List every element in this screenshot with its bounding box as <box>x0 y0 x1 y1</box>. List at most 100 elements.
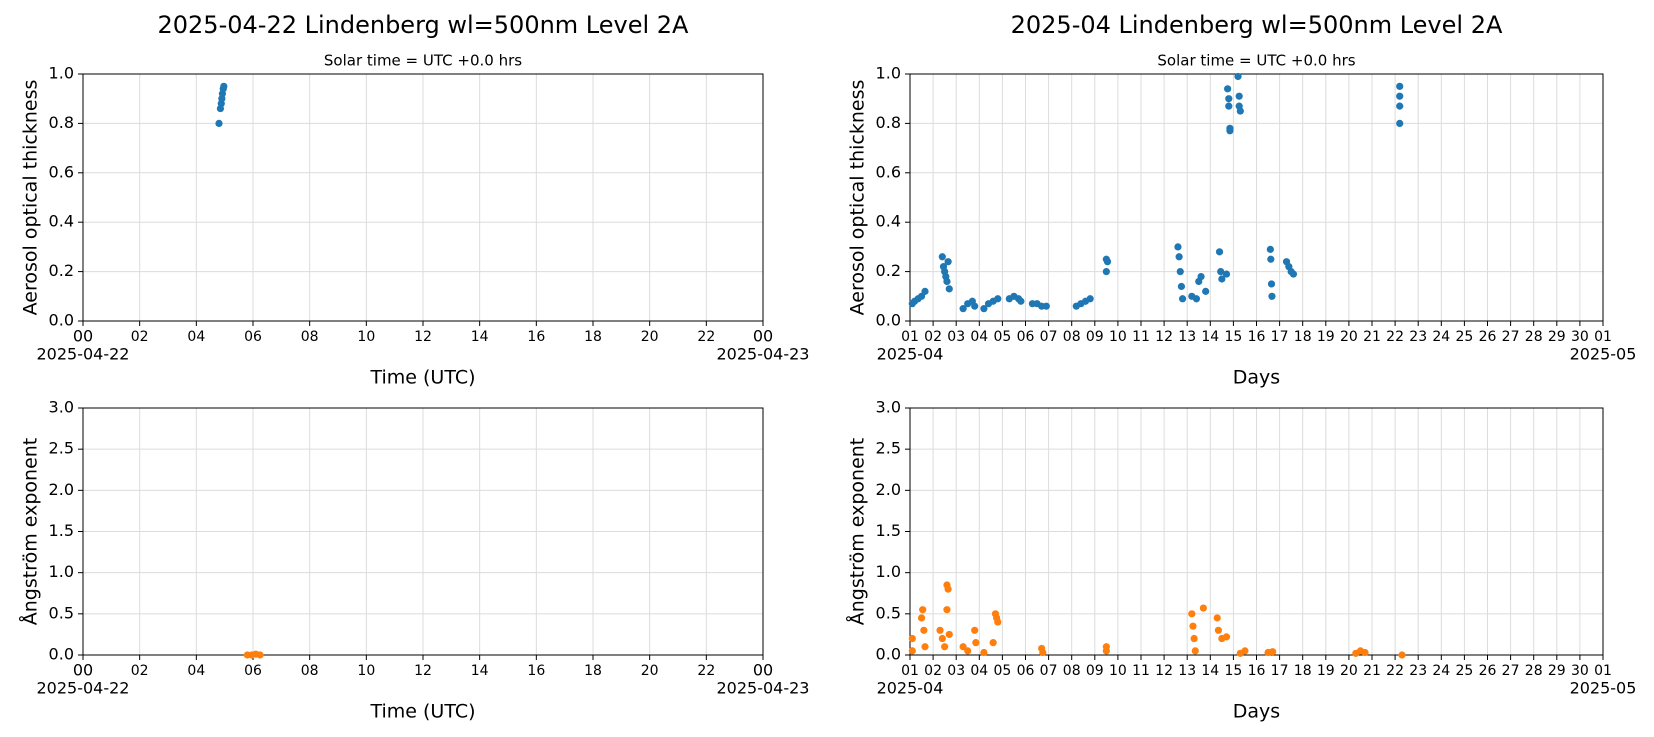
x-tick-label: 22 <box>1386 663 1404 679</box>
point <box>1222 270 1231 278</box>
x-tick-label: 26 <box>1479 329 1497 345</box>
point <box>989 639 997 647</box>
point <box>944 585 952 593</box>
x-tick-label: 23 <box>1409 329 1427 345</box>
x-tick-label: 18 <box>584 663 602 679</box>
y-tick-label: 3.0 <box>49 398 74 417</box>
x-tick-label: 03 <box>947 663 965 679</box>
point <box>1199 604 1207 612</box>
x-tick-label: 22 <box>1386 329 1404 345</box>
point <box>908 647 916 655</box>
x-tick-label: 08 <box>301 329 319 345</box>
point <box>1266 245 1274 253</box>
plot-frame <box>909 407 1604 656</box>
point <box>1222 633 1231 641</box>
x-tick-label: 01 <box>901 329 919 345</box>
x-tick-label: 20 <box>1340 663 1358 679</box>
x-tick-label: 00 <box>73 327 93 346</box>
x-tick-label: 18 <box>1294 663 1312 679</box>
y-tick-label: 0.8 <box>49 113 74 132</box>
x-tick-label: 06 <box>1017 329 1035 345</box>
y-tick-label: 0.2 <box>876 261 901 280</box>
x-tick-label: 06 <box>244 663 262 679</box>
x-tick-label: 21 <box>1363 663 1381 679</box>
x-tick-label: 19 <box>1317 329 1335 345</box>
y-tick-label: 1.0 <box>876 562 901 581</box>
x-date-label: 2025-04-22 <box>37 345 130 364</box>
point <box>1217 268 1225 276</box>
point <box>941 643 949 651</box>
x-tick-label: 23 <box>1409 663 1427 679</box>
point <box>1241 647 1249 655</box>
x-tick-label: 17 <box>1271 663 1289 679</box>
point <box>944 258 952 266</box>
x-tick-label: 08 <box>301 663 319 679</box>
x-tick-label: 02 <box>131 329 149 345</box>
y-tick-label: 3.0 <box>876 398 901 417</box>
point <box>1268 292 1276 300</box>
x-tick-label: 19 <box>1317 663 1335 679</box>
point <box>943 606 951 614</box>
x-tick-label: 15 <box>1224 329 1242 345</box>
point <box>1225 95 1233 103</box>
x-tick-label: 25 <box>1455 329 1473 345</box>
x-tick-label: 16 <box>1248 663 1266 679</box>
x-date-label: 2025-04-23 <box>717 345 810 364</box>
point <box>1226 127 1234 135</box>
point <box>1175 253 1183 261</box>
point <box>1218 275 1226 283</box>
x-tick-label: 05 <box>993 663 1011 679</box>
x-tick-label: 04 <box>970 663 988 679</box>
point <box>945 630 953 639</box>
point <box>1103 258 1112 266</box>
point <box>1396 119 1404 127</box>
x-tick-label: 26 <box>1479 663 1497 679</box>
x-tick-label: 01 <box>1594 663 1612 679</box>
point <box>1213 614 1221 622</box>
point <box>215 119 223 127</box>
point <box>1042 302 1050 310</box>
point <box>1188 610 1196 618</box>
point <box>980 648 988 657</box>
y-tick-label: 1.0 <box>49 562 74 581</box>
x-tick-label: 18 <box>584 329 602 345</box>
point <box>1289 270 1298 278</box>
x-tick-label: 10 <box>357 329 375 345</box>
point <box>1396 82 1404 90</box>
x-tick-label: 21 <box>1363 329 1381 345</box>
x-tick-label: 03 <box>947 329 965 345</box>
x-tick-label: 12 <box>1155 663 1173 679</box>
point <box>1190 634 1198 643</box>
point <box>943 277 951 286</box>
x-axis-label: Days <box>1233 701 1280 723</box>
point <box>1396 92 1404 100</box>
x-tick-label: 13 <box>1178 663 1196 679</box>
point <box>1039 648 1047 657</box>
y-tick-label: 1.5 <box>49 521 74 540</box>
point <box>1191 647 1199 655</box>
x-tick-label: 29 <box>1548 663 1566 679</box>
y-tick-label: 0.0 <box>876 645 901 664</box>
point <box>1178 295 1187 303</box>
point <box>1236 107 1244 115</box>
y-tick-label: 0.8 <box>876 113 901 132</box>
x-tick-label: 11 <box>1132 663 1150 679</box>
x-tick-label: 12 <box>1155 329 1173 345</box>
x-tick-label: 10 <box>357 663 375 679</box>
x-tick-label: 07 <box>1040 663 1058 679</box>
point <box>1215 248 1224 256</box>
x-axis-label: Time (UTC) <box>369 701 475 723</box>
x-tick-label: 00 <box>73 661 93 680</box>
x-tick-label: 29 <box>1548 329 1566 345</box>
x-date-label: 2025-05 <box>1570 679 1637 698</box>
point <box>921 287 929 295</box>
point <box>1361 648 1369 657</box>
chart-title: 2025-04 Lindenberg wl=500nm Level 2A <box>1011 11 1503 39</box>
y-tick-label: 2.5 <box>49 439 74 458</box>
y-axis-label: Aerosol optical thickness <box>847 80 869 316</box>
point <box>917 614 926 622</box>
point <box>959 643 967 651</box>
y-tick-label: 1.0 <box>49 64 74 83</box>
x-tick-label: 17 <box>1271 329 1289 345</box>
x-tick-label: 02 <box>131 663 149 679</box>
